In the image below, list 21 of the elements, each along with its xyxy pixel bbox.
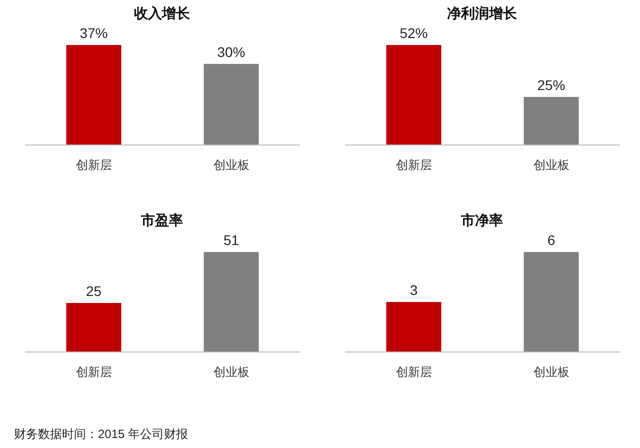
data-label: 51 — [223, 232, 240, 248]
chart-title: 市盈率 — [140, 212, 183, 228]
data-label: 30% — [217, 44, 246, 60]
x-tick-label: 创新层 — [76, 365, 112, 379]
data-label: 37% — [80, 25, 108, 41]
x-tick-label: 创业板 — [533, 158, 570, 172]
chart-title: 净利润增长 — [447, 5, 518, 21]
data-label: 6 — [547, 232, 556, 248]
x-tick-label: 创业板 — [213, 365, 250, 379]
x-tick-label: 创新层 — [396, 158, 432, 172]
data-label: 25 — [86, 282, 102, 299]
x-tick-label: 创新层 — [76, 158, 112, 172]
x-tick-label: 创业板 — [213, 158, 250, 172]
data-label: 25% — [537, 76, 566, 93]
text: 财务数据时间：2015 年公司财报 — [14, 427, 188, 441]
x-tick-label: 创新层 — [396, 365, 432, 379]
x-tick-label: 创业板 — [533, 365, 570, 379]
data-label: 3 — [410, 282, 418, 298]
data-label: 52% — [400, 25, 428, 41]
chart-title: 市净率 — [460, 212, 503, 228]
chart-title: 收入增长 — [134, 5, 191, 21]
